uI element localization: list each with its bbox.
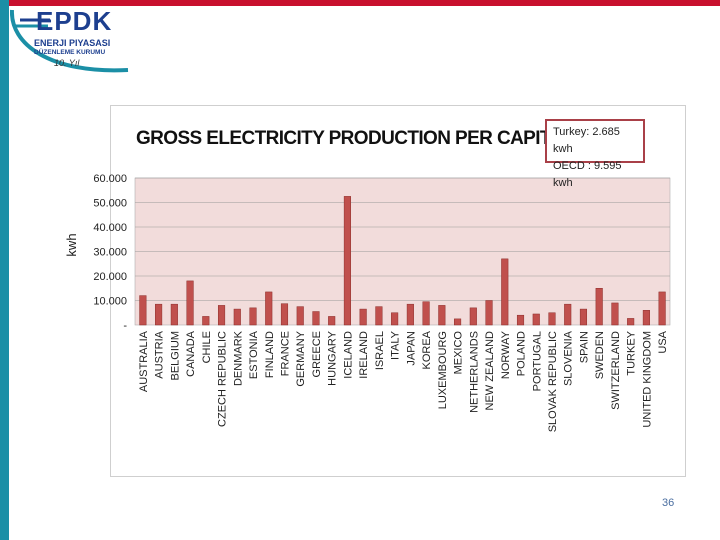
logo-line-2: DÜZENLEME KURUMU — [34, 49, 106, 56]
x-tick-label: NETHERLANDS — [468, 331, 480, 413]
x-tick-label: USA — [657, 330, 669, 353]
logo-signature: 10. Yıl — [54, 58, 80, 68]
x-tick-label: ISRAEL — [374, 331, 386, 370]
y-tick-label: 40.000 — [93, 222, 127, 234]
x-tick-label: FRANCE — [279, 331, 291, 376]
annotation-turkey: Turkey: 2.685 kwh — [553, 126, 620, 155]
bar-turkey — [627, 318, 635, 326]
x-tick-label: SWEDEN — [594, 331, 606, 379]
x-tick-label: CANADA — [185, 330, 197, 377]
bar-australia — [139, 295, 147, 326]
x-tick-label: BELGIUM — [169, 331, 181, 381]
bar-usa — [658, 291, 666, 326]
x-tick-label: ICELAND — [342, 331, 354, 379]
y-tick-label: 20.000 — [93, 271, 127, 283]
x-tick-label: DENMARK — [232, 330, 244, 386]
bar-estonia — [249, 307, 257, 326]
x-tick-label: ESTONIA — [248, 330, 260, 379]
x-tick-label: AUSTRALIA — [138, 330, 150, 392]
y-tick-label: 60.000 — [93, 173, 127, 185]
bar-belgium — [170, 303, 178, 326]
bar-czech-republic — [217, 305, 226, 326]
bar-switzerland — [611, 302, 619, 326]
x-tick-label: SLOVAK REPUBLIC — [547, 331, 559, 432]
bar-united-kingdom — [642, 310, 650, 326]
y-tick-label: 50.000 — [93, 198, 127, 210]
x-tick-label: PORTUGAL — [531, 331, 543, 391]
x-tick-label: LUXEMBOURG — [437, 331, 449, 409]
x-tick-label: CZECH REPUBLIC — [217, 331, 229, 427]
logo-line-1: ENERJI PIYASASI — [34, 38, 111, 48]
x-tick-label: UNITED KINGDOM — [641, 331, 653, 428]
bar-portugal — [532, 313, 540, 326]
bar-slovenia — [564, 303, 572, 326]
bar-italy — [391, 312, 399, 326]
bar-chile — [202, 316, 210, 326]
x-tick-label: TURKEY — [626, 330, 638, 375]
top-accent-bar — [0, 0, 720, 6]
y-tick-label: 30.000 — [93, 247, 127, 259]
x-tick-label: SLOVENIA — [563, 330, 575, 386]
x-tick-label: AUSTRIA — [154, 330, 166, 378]
bar-japan — [406, 303, 414, 326]
annotation-box: Turkey: 2.685 kwh OECD : 9.595 kwh — [545, 119, 645, 189]
x-tick-label: FINLAND — [264, 331, 276, 378]
x-tick-label: KOREA — [421, 330, 433, 369]
chart-title: GROSS ELECTRICITY PRODUCTION PER CAPITA — [136, 128, 563, 149]
x-tick-label: MEXICO — [453, 331, 465, 375]
y-tick-label: - — [123, 320, 127, 332]
left-accent-bar — [0, 0, 9, 540]
x-tick-label: SWITZERLAND — [610, 331, 622, 410]
x-tick-label: ITALY — [390, 330, 402, 360]
logo-swoosh-icon — [9, 9, 129, 73]
x-tick-label: HUNGARY — [327, 330, 339, 385]
x-tick-label: GREECE — [311, 331, 323, 377]
x-tick-label: NORWAY — [500, 330, 512, 379]
bar-spain — [579, 308, 588, 326]
bar-ireland — [359, 308, 367, 326]
bar-norway — [501, 258, 509, 326]
x-tick-label: POLAND — [516, 331, 528, 376]
x-tick-label: SPAIN — [578, 331, 590, 363]
bar-slovak-republic — [548, 312, 556, 326]
x-tick-label: GERMANY — [295, 330, 307, 386]
bar-new-zealand — [485, 300, 493, 326]
bar-luxembourg — [438, 305, 446, 326]
bar-denmark — [233, 308, 241, 326]
annotation-oecd: OECD : 9.595 kwh — [553, 160, 622, 189]
x-tick-label: CHILE — [201, 331, 213, 363]
bar-canada — [186, 280, 194, 326]
x-tick-label: NEW ZEALAND — [484, 331, 496, 411]
logo-brand: EPDK — [36, 6, 113, 36]
bar-israel — [375, 306, 383, 326]
page-number: 36 — [662, 497, 675, 509]
bar-finland — [265, 291, 273, 326]
bar-netherlands — [469, 307, 477, 326]
epdk-logo: EPDK ENERJI PIYASASI DÜZENLEME KURUMU 10… — [9, 4, 140, 78]
bar-mexico — [454, 318, 462, 326]
bar-france — [280, 303, 289, 326]
bar-iceland — [343, 196, 351, 326]
bar-germany — [296, 306, 304, 326]
bar-hungary — [328, 316, 336, 326]
x-tick-label: JAPAN — [405, 331, 417, 366]
x-tick-label: IRELAND — [358, 331, 370, 379]
y-axis-label: kwh — [64, 233, 79, 256]
bar-sweden — [595, 288, 603, 326]
bar-korea — [422, 301, 430, 326]
bar-austria — [155, 303, 163, 326]
bar-greece — [312, 311, 320, 326]
y-tick-label: 10.000 — [93, 296, 127, 308]
bar-poland — [516, 314, 525, 326]
